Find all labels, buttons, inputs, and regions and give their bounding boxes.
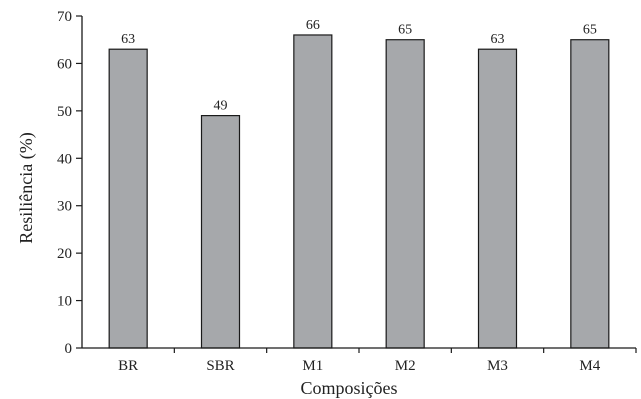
data-label-br: 63 xyxy=(121,32,135,47)
x-axis-title: Composições xyxy=(301,378,398,398)
y-tick-label: 10 xyxy=(57,294,72,310)
x-tick-label-m2: M2 xyxy=(395,358,416,374)
data-label-sbr: 49 xyxy=(214,99,228,114)
data-labels-group: 63 49 66 65 63 65 xyxy=(121,18,597,114)
x-tick-label-m1: M1 xyxy=(302,358,323,374)
bars-group xyxy=(108,34,610,349)
x-tick-label-m3: M3 xyxy=(487,358,508,374)
y-axis-title: Resiliência (%) xyxy=(16,132,37,243)
y-tick-label: 70 xyxy=(57,9,72,25)
bar-m2 xyxy=(385,39,425,349)
x-tick-label-m4: M4 xyxy=(579,358,600,374)
data-label-m3: 63 xyxy=(491,32,505,47)
bar-br xyxy=(108,48,148,349)
y-tick-label: 40 xyxy=(57,151,72,167)
bar-m4 xyxy=(570,39,610,349)
y-tick-label: 30 xyxy=(57,199,72,215)
y-tick-label: 50 xyxy=(57,104,72,120)
data-label-m4: 65 xyxy=(583,23,597,38)
y-tick-label: 0 xyxy=(65,341,73,357)
x-tick-label-br: BR xyxy=(118,358,138,374)
x-tick-label-sbr: SBR xyxy=(206,358,234,374)
x-axis-ticks: BR SBR M1 M2 M3 M4 xyxy=(118,348,637,374)
y-tick-label: 60 xyxy=(57,56,72,72)
bar-sbr xyxy=(200,114,241,349)
bar-m3 xyxy=(477,48,518,349)
bar-m1 xyxy=(293,34,333,349)
data-label-m1: 66 xyxy=(306,18,320,33)
y-tick-label: 20 xyxy=(57,246,72,262)
data-label-m2: 65 xyxy=(398,23,412,38)
y-axis-ticks: 0 10 20 30 40 50 60 70 xyxy=(57,9,82,357)
